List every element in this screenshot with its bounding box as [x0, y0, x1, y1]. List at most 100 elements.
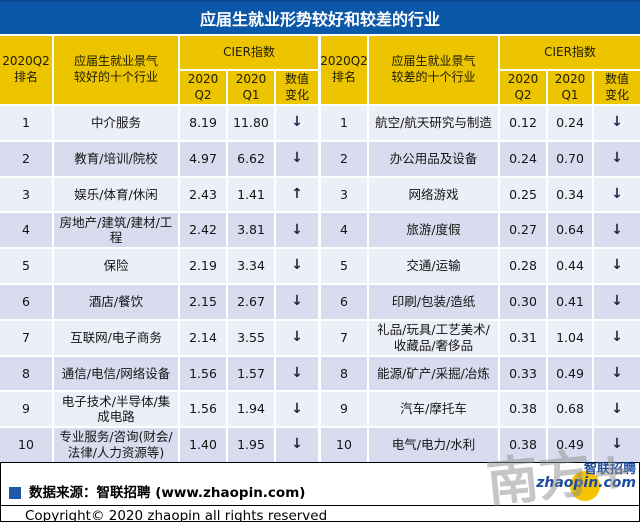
rank-cell: 9 — [0, 392, 52, 427]
trend-arrow-icon: ↓ — [594, 213, 640, 248]
trend-arrow-icon: ↓ — [276, 141, 318, 176]
cier-q1-value: 0.70 — [548, 141, 592, 176]
cier-q2-value: 2.15 — [180, 284, 226, 319]
data-source-text: 数据来源：智联招聘 (www.zhaopin.com) — [29, 485, 306, 501]
cier-q1-value: 11.80 — [228, 106, 274, 140]
rank-header-line1: 2020Q2 — [2, 54, 50, 69]
industry-column-header: 应届生就业景气 较好的十个行业 — [54, 36, 178, 104]
worse-industries-table: 2020Q2 排名 应届生就业景气 较差的十个行业 CIER指数 2020 Q2… — [320, 36, 640, 462]
rank-cell: 7 — [321, 320, 367, 355]
q1-subheader-line2: Q1 — [561, 87, 579, 102]
industry-column-header: 应届生就业景气 较差的十个行业 — [369, 36, 498, 104]
industry-cell: 房地产/建筑/建材/工程 — [54, 213, 178, 248]
cier-q1-value: 0.49 — [548, 428, 592, 462]
cier-q2-value: 8.19 — [180, 106, 226, 140]
q2-subheader: 2020 Q2 — [180, 71, 226, 104]
industry-cell: 礼品/玩具/工艺美术/收藏品/奢侈品 — [369, 320, 498, 355]
trend-arrow-icon: ↑ — [276, 177, 318, 212]
trend-arrow-icon: ↓ — [276, 392, 318, 427]
q1-subheader-line1: 2020 — [554, 71, 586, 86]
rank-cell: 5 — [0, 249, 52, 283]
cier-q1-value: 0.34 — [548, 177, 592, 212]
cier-q2-value: 0.33 — [500, 356, 546, 391]
cier-q1-value: 1.04 — [548, 320, 592, 355]
rank-column-header: 2020Q2 排名 — [0, 36, 52, 104]
cier-q1-value: 0.44 — [548, 249, 592, 283]
rank-cell: 8 — [0, 356, 52, 391]
rank-cell: 6 — [0, 284, 52, 319]
trend-arrow-icon: ↓ — [594, 106, 640, 140]
rank-cell: 4 — [0, 213, 52, 248]
industry-cell: 专业服务/咨询(财会/法律/人力资源等) — [54, 428, 178, 462]
cier-q2-value: 1.56 — [180, 356, 226, 391]
trend-arrow-icon: ↓ — [276, 106, 318, 140]
cier-q2-value: 0.28 — [500, 249, 546, 283]
copyright-text: Copyright© 2020 zhaopin all rights reser… — [1, 505, 639, 522]
q2-subheader-line1: 2020 — [187, 71, 219, 86]
industry-header-line1: 应届生就业景气 — [391, 54, 476, 69]
change-subheader-line1: 数值 — [284, 71, 309, 86]
trend-arrow-icon: ↓ — [276, 213, 318, 248]
industry-cell: 电气/电力/水利 — [369, 428, 498, 462]
industry-cell: 汽车/摩托车 — [369, 392, 498, 427]
q2-subheader: 2020 Q2 — [500, 71, 546, 104]
cier-q1-value: 0.64 — [548, 213, 592, 248]
trend-arrow-icon: ↓ — [594, 141, 640, 176]
industry-cell: 航空/航天研究与制造 — [369, 106, 498, 140]
cier-q1-value: 2.67 — [228, 284, 274, 319]
cier-q2-value: 4.97 — [180, 141, 226, 176]
rank-cell: 10 — [0, 428, 52, 462]
cier-q1-value: 0.24 — [548, 106, 592, 140]
cier-q1-value: 3.55 — [228, 320, 274, 355]
industry-cell: 旅游/度假 — [369, 213, 498, 248]
rank-cell: 6 — [321, 284, 367, 319]
trend-arrow-icon: ↓ — [594, 320, 640, 355]
industry-cell: 娱乐/体育/休闲 — [54, 177, 178, 212]
rank-cell: 3 — [0, 177, 52, 212]
cier-q2-value: 0.38 — [500, 428, 546, 462]
cier-q2-value: 2.14 — [180, 320, 226, 355]
q1-subheader: 2020 Q1 — [548, 71, 592, 104]
cier-q1-value: 1.94 — [228, 392, 274, 427]
trend-arrow-icon: ↓ — [594, 284, 640, 319]
cier-q1-value: 3.34 — [228, 249, 274, 283]
rank-column-header: 2020Q2 排名 — [320, 36, 368, 104]
cier-q2-value: 0.12 — [500, 106, 546, 140]
industry-cell: 互联网/电子商务 — [54, 320, 178, 355]
q1-subheader-line1: 2020 — [235, 71, 267, 86]
cier-q1-value: 0.41 — [548, 284, 592, 319]
industry-cell: 教育/培训/院校 — [54, 141, 178, 176]
industry-cell: 通信/电信/网络设备 — [54, 356, 178, 391]
better-industries-table: 2020Q2 排名 应届生就业景气 较好的十个行业 CIER指数 2020 Q2… — [0, 36, 318, 462]
cier-q2-value: 0.31 — [500, 320, 546, 355]
rank-cell: 4 — [321, 213, 367, 248]
cier-q1-value: 1.57 — [228, 356, 274, 391]
cier-q1-value: 1.95 — [228, 428, 274, 462]
cier-index-group-header: CIER指数 — [180, 36, 318, 69]
rank-cell: 5 — [321, 249, 367, 283]
trend-arrow-icon: ↓ — [276, 284, 318, 319]
industry-cell: 电子技术/半导体/集成电路 — [54, 392, 178, 427]
cier-q2-value: 2.19 — [180, 249, 226, 283]
trend-arrow-icon: ↓ — [276, 249, 318, 283]
trend-arrow-icon: ↓ — [276, 356, 318, 391]
footer: 数据来源：智联招聘 (www.zhaopin.com) Copyright© 2… — [0, 462, 640, 522]
change-subheader-line2: 变化 — [604, 87, 629, 102]
data-source-row: 数据来源：智联招聘 (www.zhaopin.com) — [1, 463, 639, 505]
industry-cell: 能源/矿产/采掘/冶炼 — [369, 356, 498, 391]
change-subheader: 数值 变化 — [276, 71, 318, 104]
trend-arrow-icon: ↓ — [594, 356, 640, 391]
cier-q2-value: 2.42 — [180, 213, 226, 248]
page-title: 应届生就业形势较好和较差的行业 — [0, 0, 640, 34]
cier-q1-value: 0.49 — [548, 356, 592, 391]
industry-header-line1: 应届生就业景气 — [73, 54, 158, 69]
trend-arrow-icon: ↓ — [276, 428, 318, 462]
industry-cell: 酒店/餐饮 — [54, 284, 178, 319]
cier-q1-value: 1.41 — [228, 177, 274, 212]
trend-arrow-icon: ↓ — [594, 249, 640, 283]
q2-subheader-line2: Q2 — [514, 87, 532, 102]
rank-cell: 2 — [0, 141, 52, 176]
industry-cell: 办公用品及设备 — [369, 141, 498, 176]
rank-cell: 1 — [0, 106, 52, 140]
